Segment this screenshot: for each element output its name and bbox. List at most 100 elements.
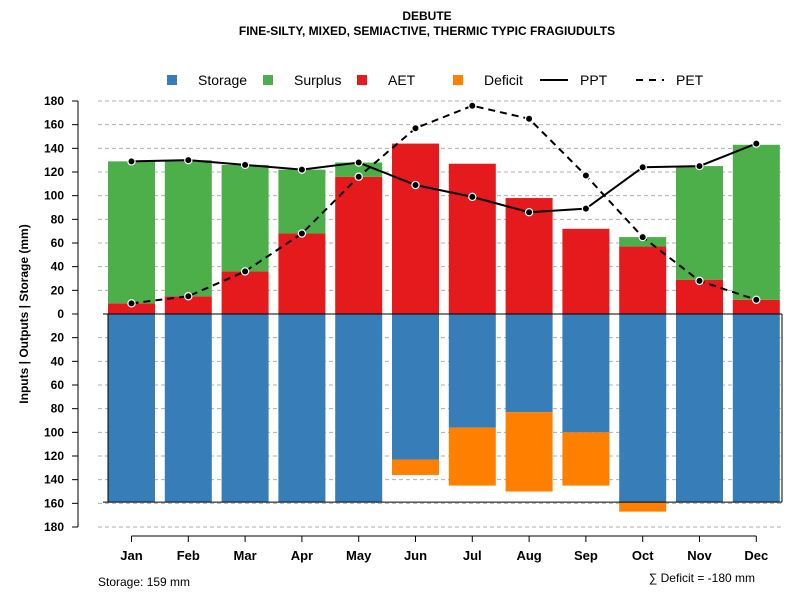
x-tick-label: Feb	[177, 548, 200, 563]
storage-bar	[676, 314, 723, 503]
aet-bar	[108, 303, 155, 314]
surplus-bar	[619, 237, 667, 247]
ppt-point	[184, 155, 193, 165]
storage-bar	[221, 314, 269, 503]
aet-bar	[505, 198, 553, 314]
pet-point	[297, 229, 307, 238]
x-tick-label: Sep	[574, 548, 598, 563]
y-tick-label: 80	[51, 212, 65, 226]
y-axis: 180 160 140 120 100 80 60 40 20 0 20 40 60 80 100 120 14…	[44, 94, 79, 534]
y-tick-label: 80	[51, 402, 65, 416]
pet-point	[695, 276, 704, 286]
series-lines	[127, 101, 761, 308]
storage-bar	[392, 314, 439, 460]
pet-point	[354, 172, 363, 181]
surplus-bar	[108, 161, 155, 304]
y-tick-label: 20	[51, 331, 65, 345]
legend-label: PET	[676, 72, 704, 88]
y-tick-label: 180	[44, 94, 64, 108]
ppt-point	[581, 204, 591, 213]
storage-bar	[505, 314, 553, 413]
legend-swatch	[263, 75, 273, 85]
aet-bar	[164, 296, 212, 314]
y-tick-label: 140	[44, 473, 64, 487]
pet-point	[581, 171, 591, 180]
x-tick-label: May	[346, 548, 372, 563]
surplus-bar	[221, 164, 269, 272]
ppt-point	[127, 157, 136, 166]
x-tick-label: Nov	[687, 548, 712, 563]
x-axis: Jan Feb Mar Apr May Jun Jul Aug Sep Oct Nov Dec	[120, 535, 768, 563]
surplus-bar	[164, 160, 212, 297]
y-tick-label: 100	[44, 425, 64, 439]
y-tick-label: 100	[44, 189, 64, 203]
deficit-bar	[505, 412, 553, 492]
legend-label: Surplus	[294, 72, 341, 88]
storage-bar	[335, 314, 383, 503]
ppt-point	[468, 192, 477, 202]
deficit-bar	[448, 427, 496, 486]
legend: Storage Surplus AET Deficit PPT PET	[167, 72, 704, 88]
legend-swatch	[167, 75, 177, 85]
deficit-bar	[619, 502, 667, 512]
pet-point	[638, 232, 647, 242]
legend-swatch	[453, 75, 463, 85]
chart-title: DEBUTE	[402, 9, 451, 23]
storage-bar	[164, 314, 212, 503]
y-tick-label: 60	[51, 378, 65, 392]
ppt-point	[354, 158, 363, 167]
storage-bar	[562, 314, 610, 433]
y-tick-label: 160	[44, 496, 64, 510]
legend-label: Storage	[198, 72, 247, 88]
storage-footnote: Storage: 159 mm	[98, 575, 190, 589]
legend-label: Deficit	[484, 72, 523, 88]
storage-bar	[619, 314, 667, 503]
storage-bar	[278, 314, 326, 503]
y-axis-label: Inputs | Outputs | Storage (mm)	[17, 224, 31, 403]
ppt-point	[411, 180, 420, 190]
storage-bar	[732, 314, 780, 503]
surplus-bar	[278, 169, 326, 234]
deficit-bar	[392, 459, 439, 475]
ppt-point	[752, 139, 761, 148]
deficit-bar	[562, 432, 610, 486]
ppt-point	[297, 165, 307, 174]
y-tick-label: 160	[44, 118, 64, 132]
ppt-point	[240, 160, 250, 170]
surplus-bar	[335, 162, 383, 177]
x-tick-label: Jul	[463, 548, 482, 563]
x-tick-label: Jan	[120, 548, 142, 563]
surplus-bar	[676, 166, 723, 280]
bars	[103, 143, 783, 512]
storage-bar	[108, 314, 155, 503]
pet-line	[131, 104, 757, 305]
pet-point	[411, 124, 420, 133]
grid-lines	[98, 100, 782, 528]
y-tick-label: 40	[51, 354, 65, 368]
aet-bar	[619, 246, 667, 314]
pet-point	[240, 267, 250, 276]
aet-bar	[392, 143, 439, 314]
y-tick-label: 60	[51, 236, 65, 250]
y-tick-label: 0	[57, 307, 64, 321]
y-tick-label: 20	[51, 283, 65, 297]
ppt-line	[131, 142, 757, 214]
ppt-point	[695, 161, 704, 171]
surplus-bar	[732, 144, 780, 300]
legend-label: PPT	[580, 72, 608, 88]
pet-point	[752, 295, 761, 304]
aet-bar	[448, 163, 496, 314]
x-tick-label: Dec	[744, 548, 768, 563]
x-tick-label: Oct	[632, 548, 654, 563]
aet-bar	[278, 233, 326, 314]
storage-bar	[448, 314, 496, 428]
x-tick-label: Apr	[291, 548, 313, 563]
y-tick-label: 180	[44, 520, 64, 534]
x-tick-label: Aug	[516, 548, 541, 563]
x-tick-label: Jun	[404, 548, 427, 563]
pet-point	[468, 101, 477, 110]
pet-point	[184, 292, 193, 301]
ppt-point	[638, 163, 647, 172]
x-tick-label: Mar	[234, 548, 257, 563]
